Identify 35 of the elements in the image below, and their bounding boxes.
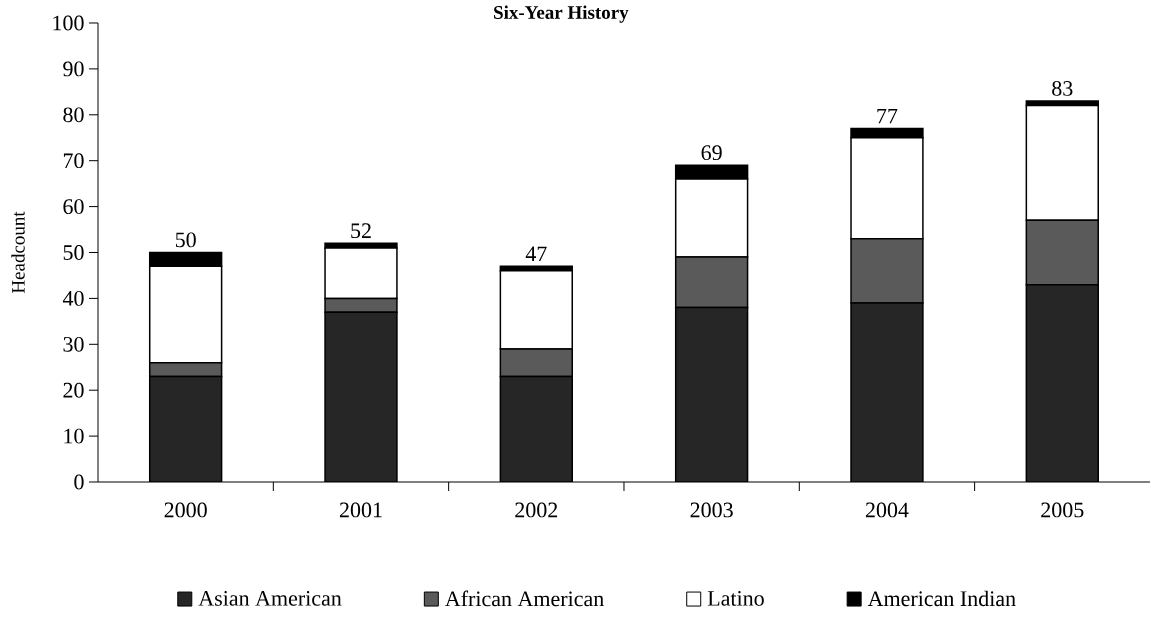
- x-tick-label: 2003: [690, 502, 733, 518]
- legend-label: Latino: [707, 591, 764, 606]
- y-tick-label: 20: [63, 382, 84, 398]
- total-label: 69: [701, 145, 722, 161]
- bar: [850, 302, 924, 482]
- bar: [1025, 283, 1099, 482]
- chart-title: Six-Year History: [494, 5, 629, 23]
- y-tick-label: 50: [63, 245, 84, 260]
- total-label: 50: [175, 232, 196, 248]
- bar: [674, 306, 749, 482]
- x-tick-label: 2005: [1041, 502, 1084, 518]
- legend-label: African American: [445, 590, 604, 607]
- x-tick-label: 2002: [515, 502, 558, 518]
- y-tick-label: 100: [53, 15, 84, 31]
- y-tick-label: 70: [63, 153, 84, 169]
- y-tick-label: 90: [63, 61, 84, 77]
- y-tick-label: 10: [64, 428, 84, 444]
- total-label: 83: [1052, 80, 1073, 96]
- y-tick-label: 60: [63, 199, 84, 215]
- y-tick-label: 0: [74, 474, 84, 490]
- total-label: 52: [351, 223, 371, 239]
- x-tick-label: 2000: [164, 502, 207, 518]
- total-label: 77: [877, 108, 898, 124]
- bar: [148, 375, 223, 482]
- total-label: 47: [525, 246, 547, 262]
- bar: [324, 311, 398, 482]
- y-tick-label: 40: [62, 290, 84, 306]
- x-tick-label: 2001: [339, 502, 382, 518]
- legend-label: Asian American: [198, 591, 342, 606]
- x-tick-label: 2004: [865, 502, 909, 518]
- y-tick-label: 30: [63, 336, 84, 352]
- y-tick-label: 80: [63, 107, 84, 123]
- legend-label: American Indian: [867, 590, 1016, 607]
- y-axis-title: Headcount: [11, 211, 25, 294]
- bar: [499, 375, 573, 482]
